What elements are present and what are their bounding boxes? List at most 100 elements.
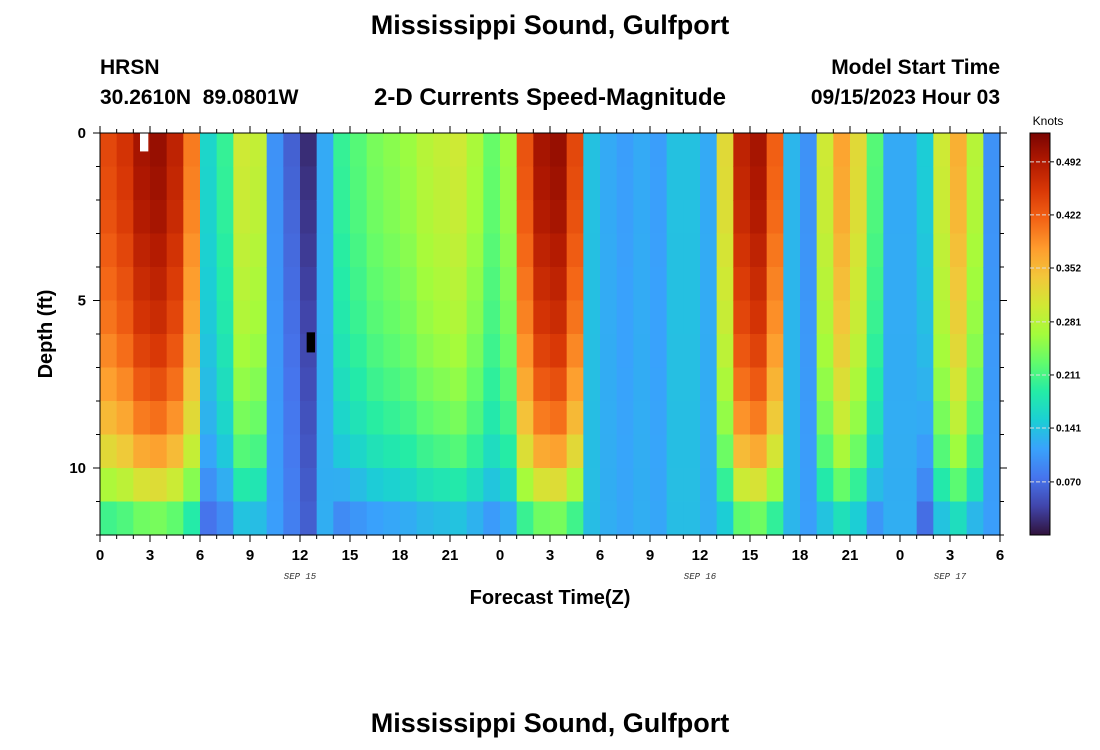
heatmap-cell — [933, 300, 951, 335]
heatmap-cell — [483, 300, 501, 335]
heatmap-cell — [933, 267, 951, 302]
model-start-value: 09/15/2023 Hour 03 — [810, 86, 1000, 109]
heatmap-cell — [233, 300, 251, 335]
heatmap-cell — [883, 200, 901, 235]
heatmap-cell — [683, 468, 701, 503]
heatmap-cell — [466, 434, 484, 469]
heatmap-cell — [750, 267, 768, 302]
heatmap-cell — [383, 334, 401, 369]
heatmap-cell — [450, 166, 468, 201]
heatmap-cell — [400, 166, 418, 201]
heatmap-cell — [816, 233, 834, 268]
heatmap-cell — [716, 434, 734, 469]
heatmap-cell — [583, 401, 601, 436]
x-axis-title: Forecast Time(Z) — [470, 587, 631, 609]
heatmap-cell — [300, 133, 318, 168]
heatmap-cell — [800, 501, 818, 536]
heatmap-cell — [866, 367, 884, 402]
heatmap-cell — [816, 501, 834, 536]
heatmap-cell — [750, 233, 768, 268]
heatmap-cell — [250, 501, 268, 536]
heatmap-cell — [533, 367, 551, 402]
heatmap-cell — [100, 300, 118, 335]
heatmap-cell — [833, 233, 851, 268]
heatmap-cell — [300, 166, 318, 201]
heatmap-cell — [516, 166, 534, 201]
heatmap-cell — [766, 300, 784, 335]
heatmap-cell — [366, 133, 384, 168]
heatmap-cell — [750, 133, 768, 168]
heatmap-cell — [166, 200, 184, 235]
heatmap-cell — [766, 200, 784, 235]
heatmap-cell — [883, 300, 901, 335]
heatmap-cell — [450, 367, 468, 402]
heatmap-cell — [416, 267, 434, 302]
heatmap-cell — [866, 334, 884, 369]
heatmap-cell — [816, 300, 834, 335]
heatmap-cell — [500, 300, 518, 335]
heatmap-cell — [333, 300, 351, 335]
heatmap-cell — [766, 401, 784, 436]
heatmap-cell — [200, 166, 218, 201]
chart-subtitle: 2-D Currents Speed-Magnitude — [373, 84, 727, 111]
heatmap-cell — [200, 501, 218, 536]
heatmap-cell — [666, 367, 684, 402]
heatmap-cell — [283, 200, 301, 235]
heatmap-cell — [983, 501, 1001, 536]
heatmap-cell — [733, 401, 751, 436]
heatmap-cell — [216, 367, 234, 402]
heatmap-cell — [100, 166, 118, 201]
heatmap-cell — [266, 401, 284, 436]
heatmap-cell — [316, 501, 334, 536]
heatmap-cell — [833, 468, 851, 503]
heatmap-cell — [950, 401, 968, 436]
heatmap-cell — [333, 401, 351, 436]
heatmap-cell — [650, 267, 668, 302]
heatmap-cell — [900, 267, 918, 302]
heatmap-cell — [666, 468, 684, 503]
heatmap-cell — [150, 401, 168, 436]
heatmap-cell — [133, 334, 151, 369]
heatmap-cell — [233, 133, 251, 168]
heatmap-cell — [300, 267, 318, 302]
heatmap-cell — [833, 200, 851, 235]
heatmap-cell — [100, 200, 118, 235]
heatmap-cell — [283, 367, 301, 402]
heatmap-cell — [766, 233, 784, 268]
heatmap-cell — [316, 401, 334, 436]
heatmap-cell — [816, 401, 834, 436]
heatmap-cell — [983, 133, 1001, 168]
heatmap-cell — [616, 267, 634, 302]
heatmap-cell — [483, 501, 501, 536]
heatmap-cell — [316, 367, 334, 402]
heatmap-cell — [816, 166, 834, 201]
heatmap-cell — [783, 200, 801, 235]
heatmap-cell — [250, 233, 268, 268]
heatmap-cell — [783, 267, 801, 302]
heatmap-cell — [750, 468, 768, 503]
heatmap-cell — [266, 434, 284, 469]
heatmap-cell — [333, 133, 351, 168]
heatmap-cell — [250, 468, 268, 503]
heatmap-cell — [116, 434, 134, 469]
heatmap-cell — [850, 401, 868, 436]
heatmap-cell — [566, 468, 584, 503]
heatmap-cell — [216, 501, 234, 536]
heatmap-cell — [116, 468, 134, 503]
heatmap-cell — [116, 367, 134, 402]
heatmap-cell — [200, 300, 218, 335]
heatmap-cell — [316, 233, 334, 268]
heatmap-cell — [833, 166, 851, 201]
heatmap-cell — [900, 401, 918, 436]
heatmap-cell — [700, 468, 718, 503]
heatmap-cell — [233, 334, 251, 369]
heatmap-cell — [133, 468, 151, 503]
heatmap-cell — [833, 133, 851, 168]
heatmap-cell — [316, 334, 334, 369]
heatmap-cell — [766, 468, 784, 503]
y-tick-label: 10 — [69, 460, 86, 477]
heatmap-cell — [633, 233, 651, 268]
heatmap-cell — [666, 166, 684, 201]
heatmap-cell — [383, 233, 401, 268]
x-tick-label: 0 — [96, 547, 104, 564]
